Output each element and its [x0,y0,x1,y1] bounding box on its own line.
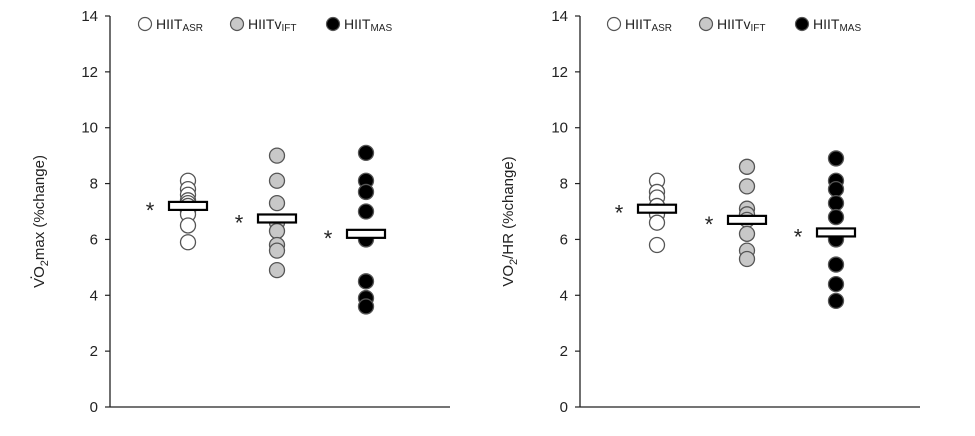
y-tick-label: 4 [90,287,98,304]
data-point [357,144,375,162]
y-axis-label: VO2max (%change) [31,155,51,288]
data-point [268,147,286,164]
data-point [827,275,845,293]
legend-label-asr: HIITASR [156,16,203,34]
mean-bar [345,228,387,239]
data-point [648,236,666,254]
data-point [179,217,197,234]
significance-star: * [615,201,624,226]
legend-marker-vift [698,16,714,32]
legend-subscript: IFT [281,23,296,34]
legend-marker-mas [325,16,341,32]
data-point [738,250,756,268]
data-point [357,203,375,220]
mean-bar [815,227,857,238]
y-tick-label: 2 [560,343,568,360]
data-point [827,292,845,310]
y-tick-label: 2 [90,343,98,360]
y-label-dot: · [22,275,39,280]
legend-label-vift: HIITvIFT [717,16,765,34]
y-tick-label: 6 [90,231,98,248]
y-label-rest: max (%change) [31,155,48,260]
y-tick-label: 8 [560,176,568,193]
data-point [179,234,197,251]
y-tick-label: 0 [90,399,98,416]
significance-star: * [794,224,803,249]
legend-text: HIITv [248,16,281,32]
legend-subscript: MAS [839,23,861,34]
data-point [268,172,286,189]
data-point [268,222,286,240]
y-tick-label: 4 [560,287,568,304]
y-tick-label: 8 [90,176,98,193]
group-asr: * [615,172,678,254]
legend-marker-asr [606,16,622,32]
data-point [827,194,845,212]
data-point [827,256,845,273]
mean-bar [636,203,678,214]
legend-label-asr: HIITASR [625,16,672,34]
y-tick-label: 6 [560,231,568,248]
data-point [357,298,375,315]
group-asr: * [146,172,209,251]
data-point [268,242,286,259]
data-point [738,178,756,195]
data-point [827,150,845,167]
y-label-rest: /HR (%change) [500,156,517,259]
legend-subscript: IFT [750,23,765,34]
y-tick-label: 10 [81,120,98,137]
y-axis-label: VO2/HR (%change) [500,156,520,286]
legend-text: HIITv [717,16,750,32]
y-tick-label: 0 [560,399,568,416]
data-point [738,225,756,242]
group-vift: * [705,158,768,268]
legend-marker-vift [229,16,245,32]
legend-marker-asr [137,16,153,32]
legend-marker-mas [794,16,810,32]
legend-text: HIIT [625,16,652,32]
data-point [827,181,845,198]
group-vift: * [235,147,298,279]
y-label-main: VO [500,265,517,287]
legend-subscript: MAS [370,23,392,34]
y-tick-label: 14 [551,8,568,25]
y-label-subscript: 2 [508,259,520,265]
group-mas: * [324,144,387,315]
data-point [268,261,286,279]
legend-text: HIIT [813,16,840,32]
data-point [268,194,286,212]
legend-label-mas: HIITMAS [344,16,392,34]
mean-bar [726,214,768,225]
significance-star: * [705,212,714,237]
mean-bar [167,200,209,212]
data-point [357,183,375,201]
data-point [827,208,845,226]
y-tick-label: 14 [81,8,98,25]
significance-star: * [146,198,155,223]
mean-bar [256,213,298,224]
group-mas: * [794,150,857,310]
y-tick-label: 10 [551,120,568,137]
y-label-subscript: 2 [39,260,51,266]
legend-subscript: ASR [182,23,203,34]
legend-text: HIIT [344,16,371,32]
y-tick-label: 12 [81,64,98,81]
significance-star: * [324,226,333,251]
legend-label-mas: HIITMAS [813,16,861,34]
legend-text: HIIT [156,16,183,32]
y-label-main: VO [31,266,48,288]
data-point [357,273,375,290]
data-point [738,158,756,175]
legend-subscript: ASR [651,23,672,34]
legend-label-vift: HIITvIFT [248,16,296,34]
y-tick-label: 12 [551,64,568,81]
significance-star: * [235,210,244,235]
data-point [648,214,666,231]
